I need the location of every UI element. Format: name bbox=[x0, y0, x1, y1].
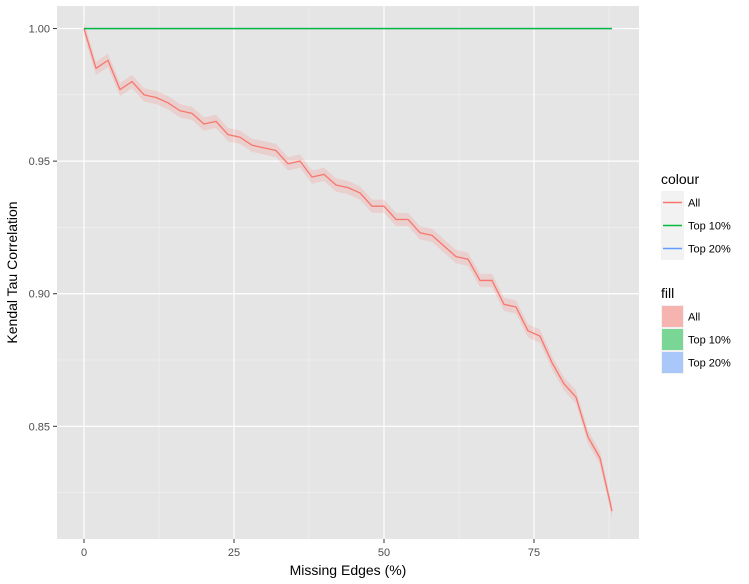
legend-colour-label: Top 20% bbox=[688, 244, 731, 256]
legend-fill-label: Top 10% bbox=[688, 335, 731, 347]
minor-gridlines bbox=[57, 6, 639, 539]
plot-panel bbox=[57, 6, 639, 539]
y-tick-label: 0.90 bbox=[29, 289, 50, 301]
x-tick-label: 25 bbox=[228, 547, 240, 559]
legend-colour: All Top 10% Top 20% bbox=[661, 191, 731, 260]
legend-colour-label: All bbox=[688, 198, 700, 210]
x-axis-title: Missing Edges (%) bbox=[290, 562, 407, 578]
y-tick-label: 0.95 bbox=[29, 156, 50, 168]
legend-fill: All Top 10% Top 20% bbox=[661, 305, 731, 374]
y-axis-ticks: 0.85 0.90 0.95 1.00 bbox=[29, 24, 57, 433]
y-tick-label: 1.00 bbox=[29, 24, 50, 36]
legend-colour-title: colour bbox=[661, 171, 699, 187]
legend-colour-label: Top 10% bbox=[688, 221, 731, 233]
y-axis-title: Kendal Tau Correlation bbox=[4, 201, 20, 343]
x-tick-label: 50 bbox=[378, 547, 390, 559]
y-tick-label: 0.85 bbox=[29, 421, 50, 433]
legend-fill-label: All bbox=[688, 312, 700, 324]
x-tick-label: 75 bbox=[528, 547, 540, 559]
major-gridlines bbox=[57, 6, 639, 539]
series-lines bbox=[83, 27, 613, 512]
legend-fill-key bbox=[662, 329, 683, 350]
x-tick-label: 0 bbox=[81, 547, 87, 559]
legend-fill-title: fill bbox=[661, 285, 674, 301]
legend-fill-key bbox=[662, 306, 683, 327]
legend-fill-key bbox=[662, 352, 683, 373]
legend-fill-label: Top 20% bbox=[688, 358, 731, 370]
x-axis-ticks: 0 25 50 75 bbox=[81, 539, 540, 559]
line-all bbox=[83, 28, 613, 512]
